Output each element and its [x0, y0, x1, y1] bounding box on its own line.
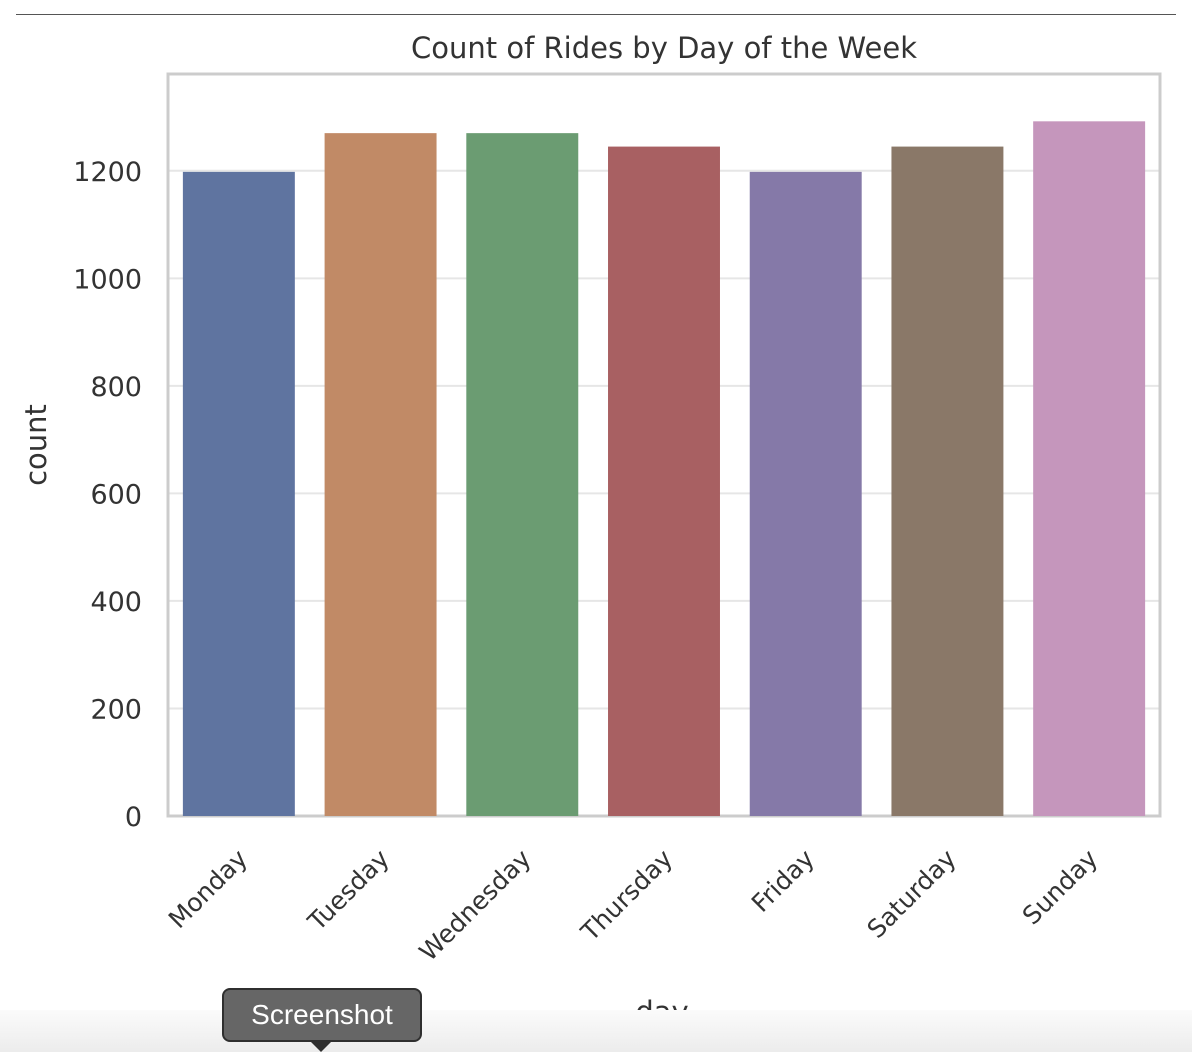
tooltip-arrow-icon [309, 1040, 333, 1052]
y-tick-label: 600 [90, 479, 142, 510]
x-tick-label: Sunday [1017, 844, 1104, 931]
y-tick-label: 1000 [73, 264, 142, 295]
bottom-toolbar [0, 1010, 1192, 1052]
x-tick-label: Monday [163, 844, 253, 934]
y-tick-label: 0 [125, 802, 142, 833]
y-axis-label: count [19, 404, 53, 486]
bar-tuesday [324, 133, 437, 817]
bars [182, 121, 1146, 817]
screenshot-tooltip: Screenshot [222, 988, 422, 1042]
y-tick-label: 800 [90, 372, 142, 403]
bar-sunday [1033, 121, 1146, 817]
x-tick-label: Friday [746, 844, 820, 918]
bar-monday [182, 171, 295, 816]
chart-title: Count of Rides by Day of the Week [411, 31, 917, 65]
x-tick-label: Thursday [575, 844, 679, 948]
bar-wednesday [466, 133, 579, 817]
y-tick-label: 200 [90, 694, 142, 725]
bar-saturday [891, 146, 1004, 816]
bar-thursday [608, 146, 720, 816]
y-tick-label: 1200 [73, 157, 142, 188]
x-tick-label: Saturday [861, 844, 961, 944]
y-tick-label: 400 [90, 587, 142, 618]
top-divider [16, 14, 1176, 15]
x-tick-label: Wednesday [414, 844, 537, 967]
bar-friday [749, 171, 862, 816]
x-tick-labels: Monday Tuesday Wednesday Thursday Friday Satu… [163, 844, 1104, 967]
x-tick-label: Tuesday [302, 844, 395, 937]
y-tick-labels: 0 200 400 600 800 1000 1200 [73, 157, 142, 833]
